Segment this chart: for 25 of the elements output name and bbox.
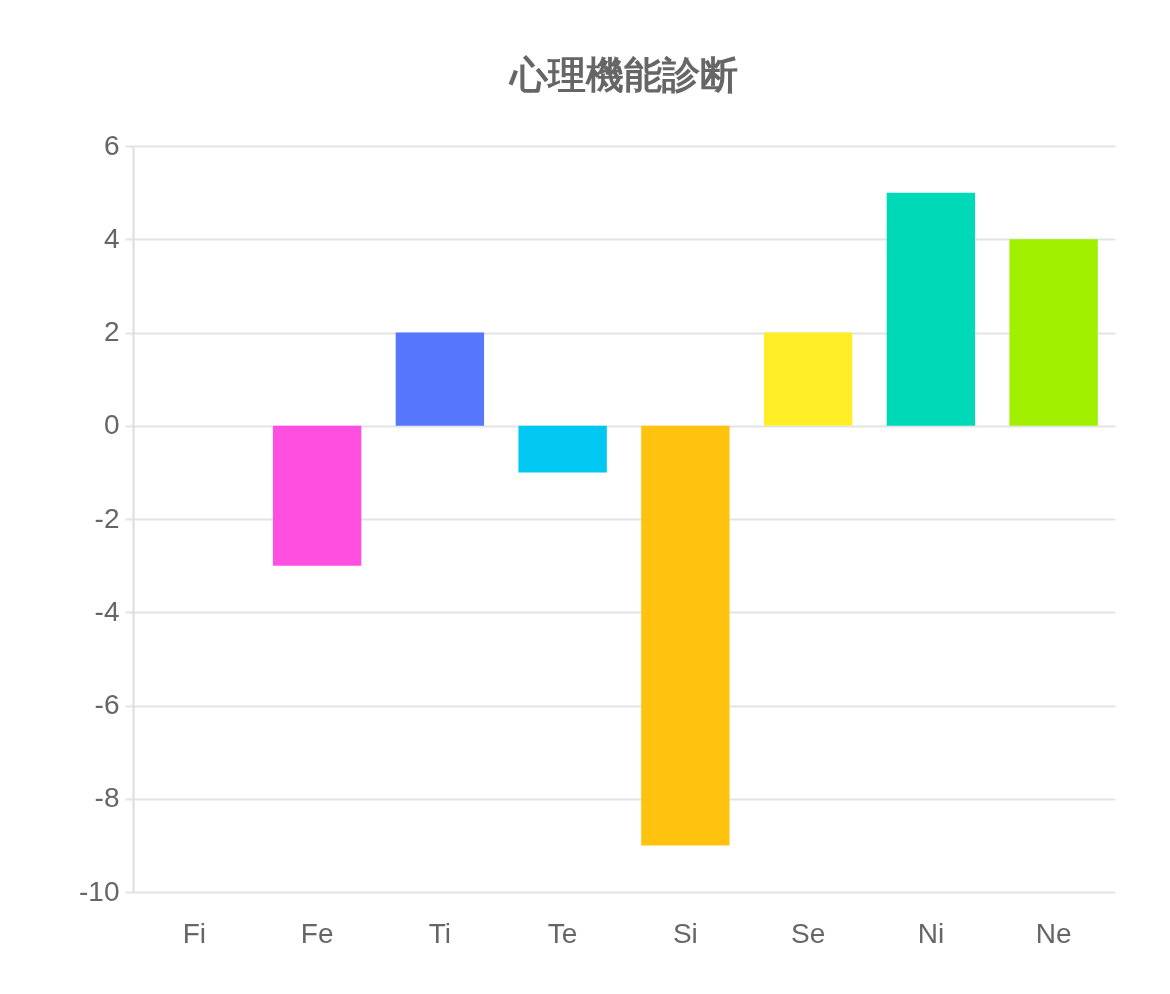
x-tick-label: Se	[791, 917, 826, 949]
x-tick-label: Si	[672, 917, 698, 949]
x-tick-label: Te	[547, 917, 578, 949]
x-tick-label: Ni	[917, 917, 945, 949]
bar	[395, 332, 485, 426]
y-tick-label: 4	[103, 222, 120, 254]
y-tick-label: -4	[94, 595, 120, 627]
y-tick-label: -8	[94, 782, 120, 814]
bar	[272, 425, 362, 566]
bar	[1009, 239, 1098, 426]
y-tick-label: 2	[103, 316, 120, 347]
x-tick-label: Fi	[182, 917, 207, 949]
y-tick-label: -2	[94, 502, 120, 534]
bar	[763, 332, 853, 426]
chart-title: 心理機能診断	[508, 54, 738, 96]
y-tick-label: -10	[79, 875, 120, 907]
x-tick-label: Fe	[300, 917, 334, 949]
x-tick-label: Ti	[428, 917, 452, 949]
y-tick-label: 0	[103, 409, 120, 441]
y-tick-label: 6	[103, 129, 120, 161]
bar	[641, 425, 730, 846]
bar	[518, 425, 607, 473]
y-tick-label: -6	[94, 689, 120, 720]
bar	[886, 192, 976, 426]
x-tick-label: Ne	[1035, 917, 1072, 949]
